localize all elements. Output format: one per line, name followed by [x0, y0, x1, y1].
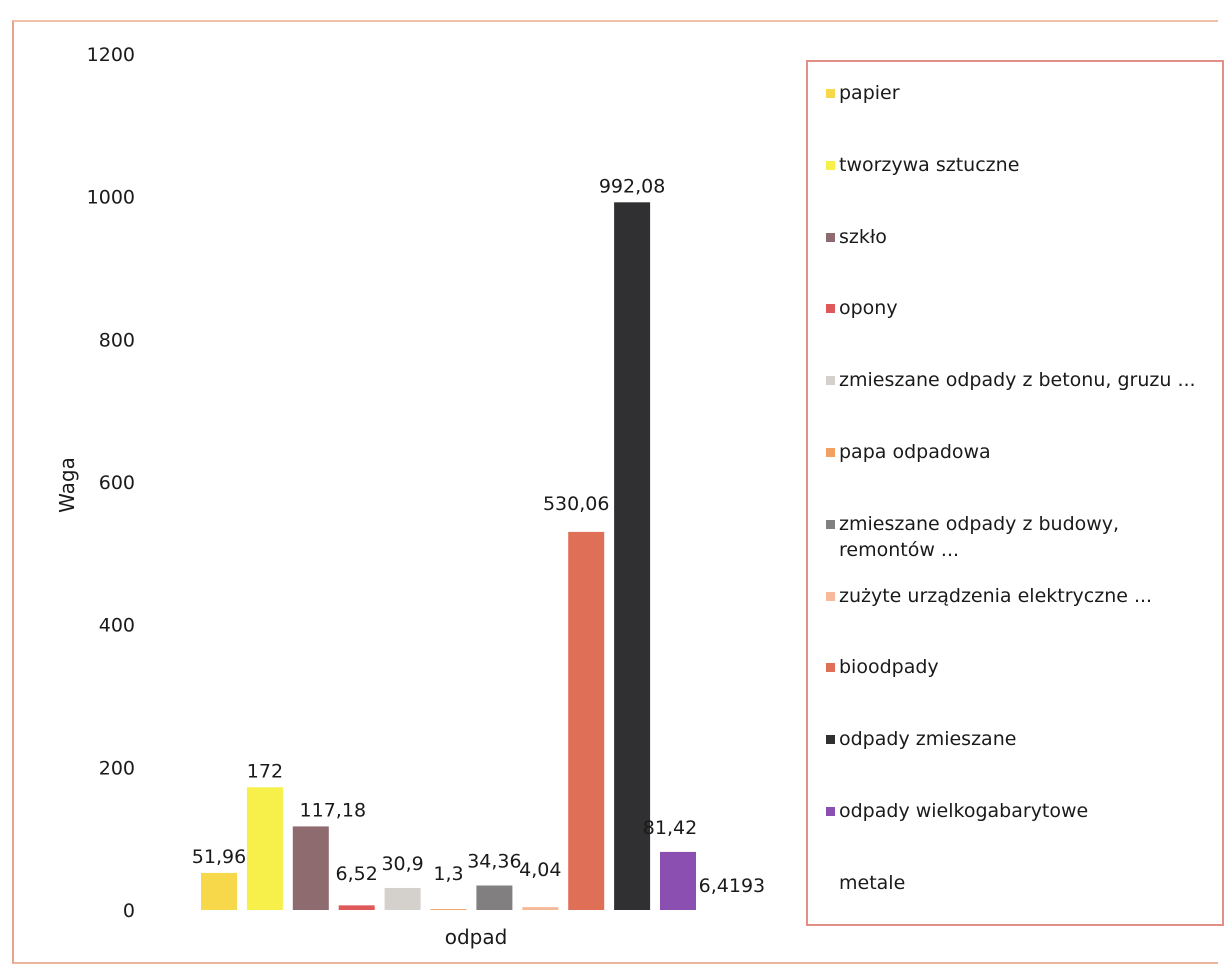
legend-label: zmieszane odpady z budowy, remontów ... — [839, 512, 1120, 561]
legend-swatch — [826, 89, 835, 98]
data-label-5: 1,3 — [433, 863, 463, 885]
legend-label: odpady zmieszane — [839, 728, 1017, 751]
y-tick-label: 200 — [99, 757, 135, 779]
legend-item-3: opony — [826, 295, 1216, 321]
legend-item-2: szkło — [826, 224, 1216, 250]
chart-frame — [12, 20, 1218, 964]
legend-swatch — [826, 807, 835, 816]
legend-swatch — [826, 376, 835, 386]
legend-label: zmieszane odpady z betonu, gruzu ... — [839, 369, 1196, 392]
legend-label: odpady wielkogabarytowe — [839, 800, 1089, 822]
legend-item-6: zmieszane odpady z budowy, remontów ... — [826, 511, 1216, 563]
legend-item-0: papier — [826, 80, 1216, 106]
bar-9 — [614, 202, 651, 910]
bar-3 — [338, 905, 375, 910]
legend-swatch — [826, 735, 835, 745]
data-label-4: 30,9 — [381, 853, 423, 875]
legend-swatch — [826, 304, 835, 314]
legend-item-4: zmieszane odpady z betonu, gruzu ... — [826, 367, 1216, 393]
bar-1 — [246, 787, 283, 910]
data-labels: 51,96 172 117,18 6,52 30,9 1,334,364,04 530,06… — [192, 175, 765, 897]
y-tick-label: 0 — [123, 900, 135, 922]
data-label-7: 4,04 — [519, 859, 561, 881]
legend-item-8: bioodpady — [826, 654, 1216, 680]
data-label-11: 6,4193 — [699, 875, 765, 897]
legend-swatch — [826, 519, 835, 529]
x-axis-label: odpad — [445, 925, 508, 949]
legend-label: bioodpady — [839, 656, 939, 679]
y-tick-label: 600 — [99, 472, 135, 494]
y-tick-label: 400 — [99, 615, 135, 637]
bar-8 — [568, 531, 605, 910]
legend-label: zużyte urządzenia elektryczne ... — [839, 584, 1153, 607]
data-label-3: 6,52 — [336, 863, 378, 885]
legend-swatch — [826, 232, 835, 242]
y-tick-label: 800 — [99, 329, 135, 351]
legend-swatch — [826, 448, 835, 457]
bar-10 — [660, 851, 696, 910]
legend-label: papier — [839, 82, 900, 104]
bar-7 — [522, 907, 559, 910]
y-axis-label: Waga — [55, 457, 79, 513]
legend-item-5: papa odpadowa — [826, 439, 1216, 465]
legend-label: szkło — [839, 225, 887, 248]
bar-0 — [201, 872, 237, 910]
y-axis-ticks: 0 200 400 600 800 1000 1200 — [87, 44, 135, 922]
bar-4 — [384, 887, 421, 910]
legend-swatch — [826, 663, 835, 673]
legend-item-9: odpady zmieszane — [826, 726, 1216, 752]
data-label-2: 117,18 — [300, 799, 366, 821]
bars — [201, 202, 742, 910]
legend-label: metale — [839, 871, 906, 894]
y-tick-label: 1200 — [87, 44, 135, 66]
data-label-9: 992,08 — [599, 175, 665, 197]
legend-item-1: tworzywa sztuczne — [826, 152, 1216, 178]
legend-swatch — [826, 160, 835, 170]
legend-swatch — [826, 591, 835, 601]
data-label-1: 172 — [247, 760, 283, 782]
legend-item-7: zużyte urządzenia elektryczne ... — [826, 583, 1216, 609]
y-tick-label: 1000 — [87, 187, 135, 209]
legend-swatch — [826, 878, 835, 888]
data-label-0: 51,96 — [192, 846, 246, 868]
bar-5 — [430, 909, 467, 910]
bar-6 — [476, 885, 513, 910]
bar-11 — [705, 905, 742, 910]
legend-label: tworzywa sztuczne — [839, 153, 1020, 176]
legend-label: opony — [839, 297, 898, 320]
bar-2 — [292, 826, 329, 910]
legend-item-10: odpady wielkogabarytowe — [826, 798, 1216, 824]
data-label-10: 81,42 — [643, 817, 697, 839]
data-label-8: 530,06 — [543, 493, 609, 515]
chart-legend: papier tworzywa sztuczne szkło opony zmiesza… — [806, 60, 1224, 926]
legend-label: papa odpadowa — [839, 441, 991, 463]
data-label-6: 34,36 — [467, 850, 521, 872]
legend-item-11: metale — [826, 870, 1216, 896]
